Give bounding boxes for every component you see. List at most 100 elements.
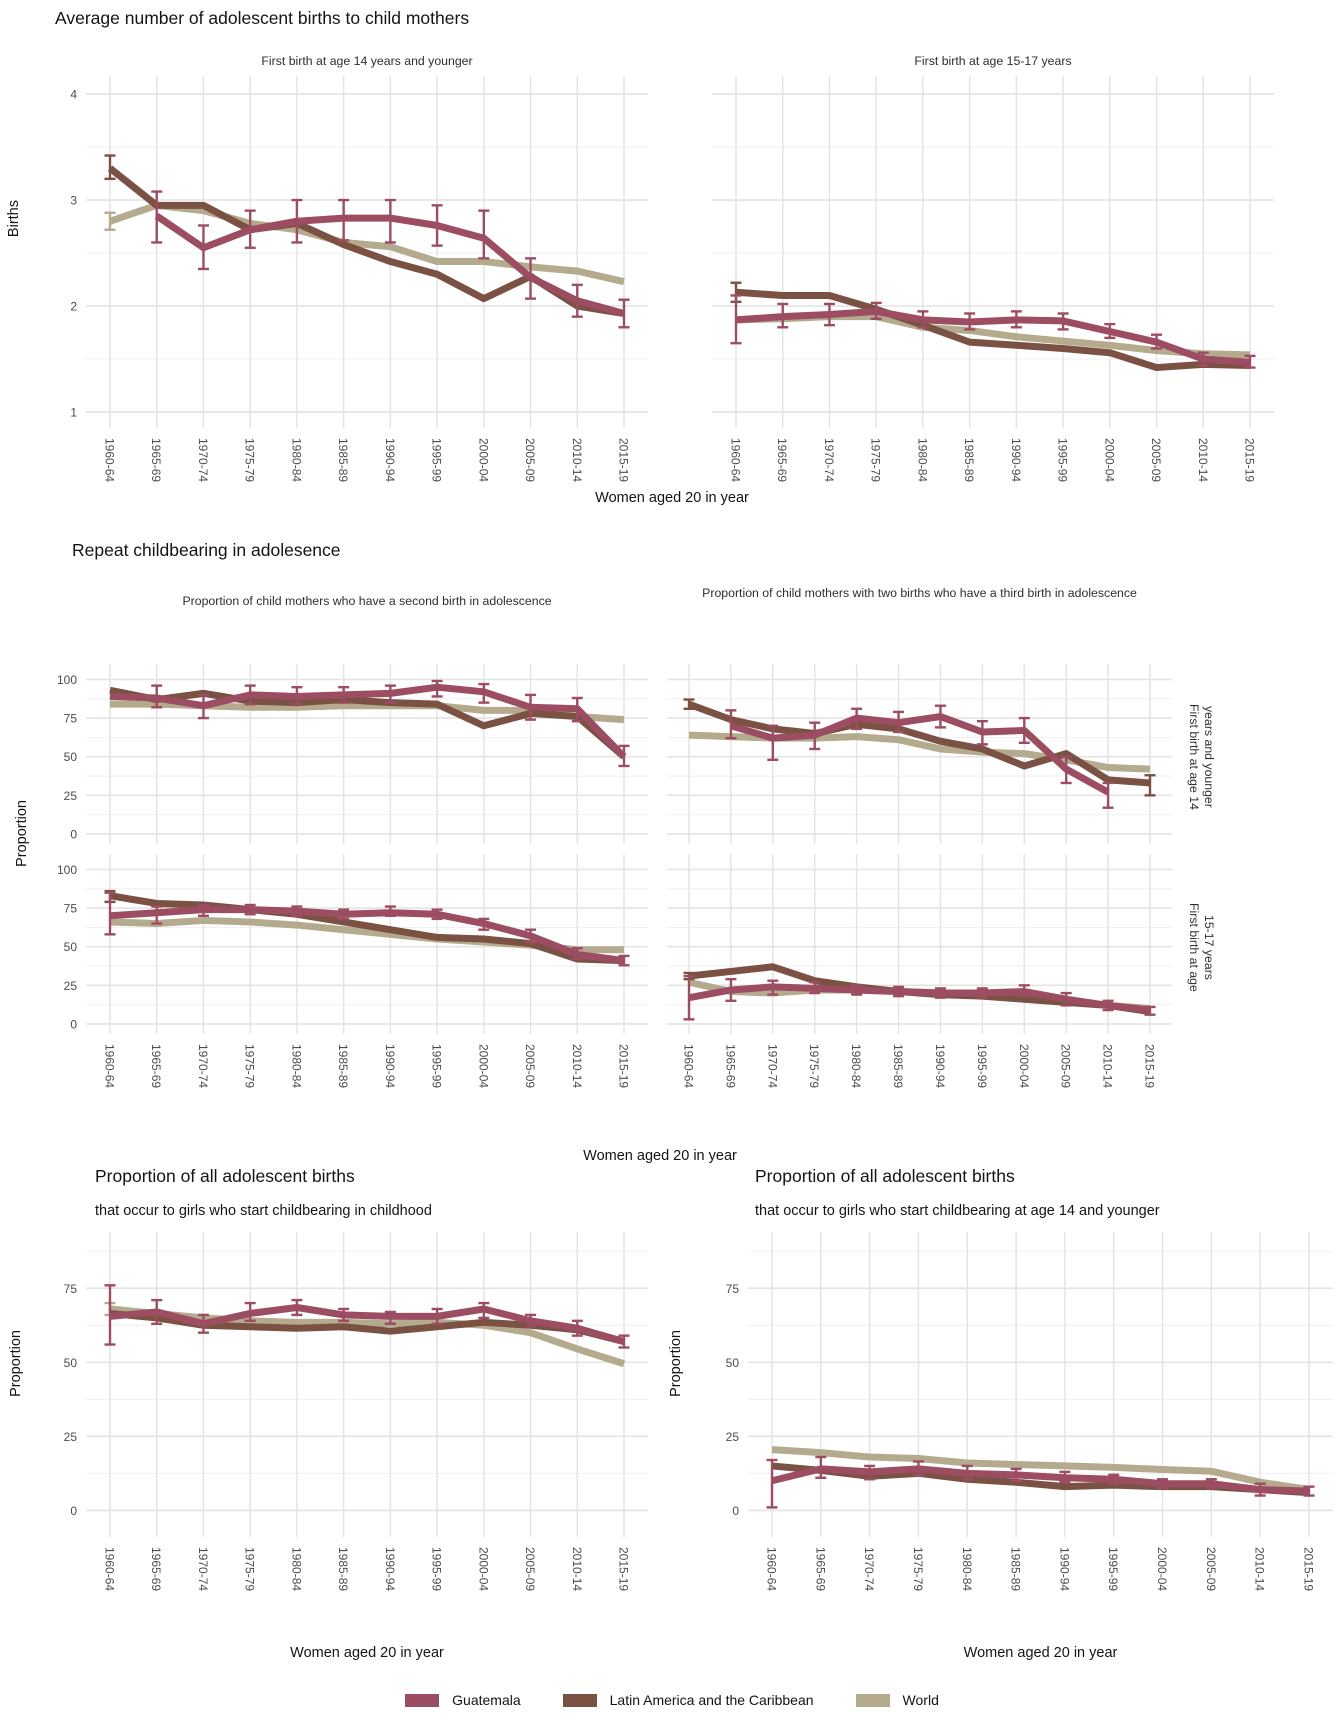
svg-text:75: 75 [64,1282,78,1296]
section1-x-axis-title: Women aged 20 in year [595,490,749,506]
svg-text:1985-89: 1985-89 [336,1547,350,1591]
chart-right-subtitle: that occur to girls who start childbeari… [755,1203,1160,1219]
legend-label-lac: Latin America and the Caribbean [609,1692,814,1708]
plot-third-birth-14-younger [667,664,1172,844]
svg-text:1985-89: 1985-89 [962,438,976,482]
plot-second-birth-14-younger: 0 25 50 75 100 [57,664,648,844]
chart-right-title: Proportion of all adolescent births [755,1166,1015,1186]
svg-text:1: 1 [70,406,77,420]
svg-text:50: 50 [64,750,78,764]
chart-left-y-axis-label: Proportion [8,1330,24,1397]
svg-text:1995-99: 1995-99 [430,438,444,482]
svg-text:1980-84: 1980-84 [289,1547,303,1591]
svg-text:50: 50 [64,1356,78,1370]
svg-text:1975-79: 1975-79 [911,1547,925,1591]
svg-text:2000-04: 2000-04 [476,438,490,482]
plot-births-14-younger: 1 2 3 4 1960-64 1965-69 1970-74 1975-79 1980-84 1… [70,76,648,482]
svg-text:1965-69: 1965-69 [813,1547,827,1591]
svg-text:100: 100 [57,863,77,877]
legend-label-guatemala: Guatemala [452,1692,521,1708]
svg-text:2015-19: 2015-19 [617,1547,631,1591]
svg-text:2000-04: 2000-04 [1155,1547,1169,1591]
svg-text:1980-84: 1980-84 [289,1044,303,1088]
svg-text:2015-19: 2015-19 [617,1044,631,1088]
svg-text:75: 75 [64,712,78,726]
chart-left-x-axis-title: Women aged 20 in year [290,1645,444,1661]
svg-text:1990-94: 1990-94 [383,1547,397,1591]
svg-text:2005-09: 2005-09 [523,1044,537,1088]
svg-text:2010-14: 2010-14 [1101,1044,1115,1088]
section2-y-axis-label: Proportion [14,800,30,867]
svg-text:1980-84: 1980-84 [849,1044,863,1088]
svg-text:1975-79: 1975-79 [243,1044,257,1088]
svg-text:1980-84: 1980-84 [289,438,303,482]
svg-text:1960-64: 1960-64 [765,1547,779,1591]
svg-text:0: 0 [70,827,77,841]
svg-text:1970-74: 1970-74 [196,1547,210,1591]
svg-text:1985-89: 1985-89 [336,1044,350,1088]
svg-text:1960-64: 1960-64 [103,1547,117,1591]
svg-text:4: 4 [70,88,77,102]
svg-text:1975-79: 1975-79 [807,1044,821,1088]
svg-text:1995-99: 1995-99 [430,1044,444,1088]
svg-text:1990-94: 1990-94 [383,438,397,482]
svg-text:1960-64: 1960-64 [103,438,117,482]
legend-item-lac: Latin America and the Caribbean [562,1692,814,1708]
facet-strip-14-younger: First birth at age 14 years and younger [1187,704,1216,810]
legend-swatch-lac [562,1693,597,1707]
svg-text:1960-64: 1960-64 [103,1044,117,1088]
svg-text:1970-74: 1970-74 [196,438,210,482]
chart-left-title: Proportion of all adolescent births [95,1166,355,1186]
svg-text:1995-99: 1995-99 [975,1044,989,1088]
chart-left-subtitle: that occur to girls who start childbeari… [95,1203,432,1219]
facet-strip-15-17: First birth at age 15-17 years [1187,902,1216,992]
svg-text:2010-14: 2010-14 [570,438,584,482]
plot-third-birth-15-17: 1960-64 1965-69 1970-74 1975-79 1980-84 1985-… [667,854,1172,1088]
legend-item-guatemala: Guatemala [405,1692,521,1708]
svg-text:1970-74: 1970-74 [196,1044,210,1088]
svg-text:2: 2 [70,300,77,314]
legend-label-world: World [902,1692,939,1708]
legend-swatch-guatemala [405,1693,440,1707]
svg-text:2005-09: 2005-09 [1059,1044,1073,1088]
svg-text:2010-14: 2010-14 [570,1044,584,1088]
plot-all-births-childhood: 0 25 50 75 1960-64 1965-69 1970-74 1975-79 1980-… [64,1232,648,1591]
svg-text:2015-19: 2015-19 [617,438,631,482]
svg-text:1990-94: 1990-94 [1009,438,1023,482]
svg-text:1965-69: 1965-69 [775,438,789,482]
svg-text:1965-69: 1965-69 [149,1547,163,1591]
svg-text:1965-69: 1965-69 [149,1044,163,1088]
svg-text:1970-74: 1970-74 [822,438,836,482]
svg-text:1980-84: 1980-84 [915,438,929,482]
svg-text:2005-09: 2005-09 [523,438,537,482]
svg-text:75: 75 [64,902,78,916]
svg-text:1960-64: 1960-64 [729,438,743,482]
svg-text:2000-04: 2000-04 [1017,1044,1031,1088]
svg-text:1980-84: 1980-84 [960,1547,974,1591]
chart-right-x-axis-title: Women aged 20 in year [963,1645,1118,1661]
svg-text:1970-74: 1970-74 [862,1547,876,1591]
svg-text:2015-19: 2015-19 [1302,1547,1316,1591]
svg-text:1995-99: 1995-99 [1056,438,1070,482]
svg-text:1985-89: 1985-89 [891,1044,905,1088]
panel-title-second-birth: Proportion of child mothers who have a s… [182,594,552,608]
svg-text:1995-99: 1995-99 [430,1547,444,1591]
svg-text:50: 50 [64,940,78,954]
svg-text:1965-69: 1965-69 [723,1044,737,1088]
svg-text:0: 0 [70,1504,77,1518]
svg-text:50: 50 [726,1356,740,1370]
svg-text:1990-94: 1990-94 [933,1044,947,1088]
svg-text:1965-69: 1965-69 [149,438,163,482]
svg-text:2005-09: 2005-09 [523,1547,537,1591]
svg-text:1985-89: 1985-89 [336,438,350,482]
chart-right-y-axis-label: Proportion [668,1330,684,1397]
svg-text:1990-94: 1990-94 [383,1044,397,1088]
svg-text:25: 25 [64,1430,78,1444]
svg-text:0: 0 [70,1017,77,1031]
plot-all-births-14-younger: 0 25 50 75 1960-64 1965-69 1970-74 1975-79 1980-… [726,1232,1333,1591]
legend-swatch-world [855,1693,890,1707]
plot-second-birth-15-17: 0 25 50 75 100 1960-64 1965-69 1970-74 1975-79 19… [57,854,648,1088]
panel-title-births-14-younger: First birth at age 14 years and younger [261,54,473,68]
svg-text:2000-04: 2000-04 [476,1547,490,1591]
